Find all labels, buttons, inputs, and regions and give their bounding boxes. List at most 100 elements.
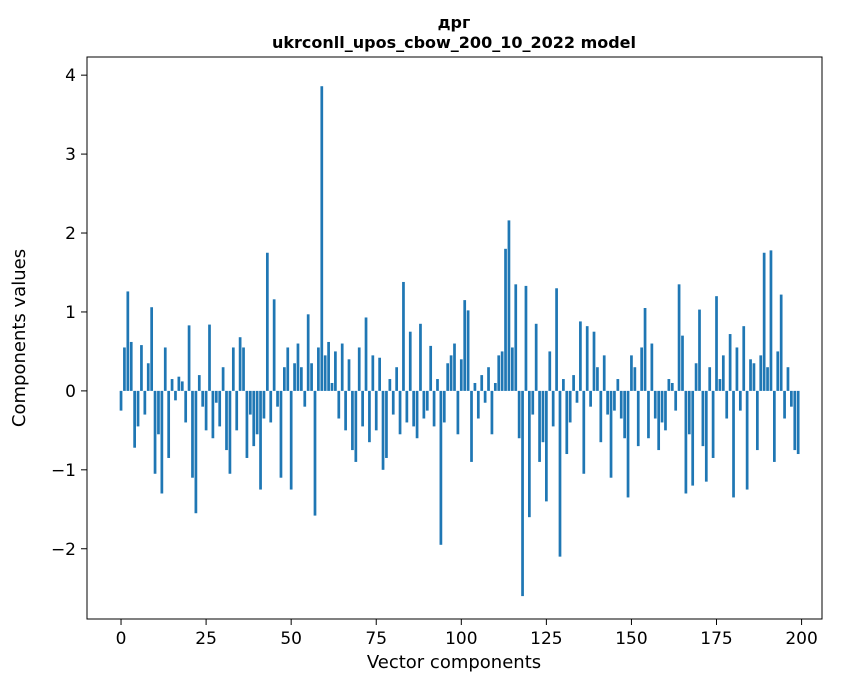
bar	[653, 390, 657, 419]
bar	[517, 390, 521, 439]
bar	[783, 390, 786, 419]
bar	[344, 390, 347, 431]
bar	[265, 252, 269, 391]
bar	[548, 351, 552, 391]
bar	[531, 390, 535, 415]
bar	[497, 355, 501, 391]
bar	[300, 367, 303, 391]
bar	[779, 294, 783, 391]
bar	[419, 323, 422, 391]
bar	[742, 326, 746, 391]
y-tick-label: −1	[51, 461, 76, 481]
bar	[463, 300, 467, 391]
bar	[514, 284, 518, 391]
bar	[180, 381, 184, 391]
bar	[599, 390, 603, 443]
y-tick-label: 0	[65, 382, 76, 402]
bar	[415, 390, 419, 439]
bar	[374, 390, 378, 431]
bar	[157, 390, 160, 435]
bar	[643, 308, 647, 391]
bar	[728, 334, 732, 391]
bar	[153, 390, 157, 474]
bar	[432, 390, 436, 427]
bar	[732, 390, 735, 498]
y-tick-label: 3	[65, 145, 76, 165]
bar	[136, 390, 140, 427]
bar	[657, 390, 661, 451]
bar	[677, 284, 681, 391]
bar	[119, 390, 123, 411]
x-tick-label: 125	[530, 629, 562, 649]
bar	[596, 367, 599, 391]
bar	[272, 299, 276, 391]
bar	[238, 337, 242, 391]
bar	[446, 363, 450, 391]
bar	[143, 390, 147, 415]
bar	[204, 390, 208, 431]
bar	[436, 379, 439, 391]
bar	[796, 390, 800, 455]
bar	[262, 390, 266, 419]
bar	[146, 363, 150, 391]
bar	[289, 390, 293, 490]
bar	[647, 390, 650, 439]
bar	[687, 390, 691, 435]
x-tick-label: 75	[365, 629, 387, 649]
bar	[242, 347, 245, 391]
bar	[412, 390, 416, 427]
bar	[214, 390, 218, 403]
bar	[616, 379, 620, 391]
bar	[718, 379, 722, 391]
bar	[500, 351, 504, 391]
bar	[626, 390, 630, 498]
bar	[670, 382, 674, 391]
bar	[408, 331, 412, 391]
bar	[759, 355, 763, 391]
bar	[735, 347, 739, 391]
bar	[762, 252, 766, 391]
bar	[755, 390, 759, 451]
bar	[773, 390, 776, 462]
bar	[490, 390, 494, 435]
bar	[422, 390, 426, 419]
bar	[636, 390, 640, 447]
bar	[276, 390, 279, 407]
bar	[524, 285, 528, 391]
bar	[510, 347, 514, 391]
bar	[317, 347, 320, 391]
bar	[681, 335, 684, 391]
bar	[609, 390, 613, 478]
ticks-group: 0 25 50 75 100 125 150 175 200 −2 −1 0 1 2 3 4	[51, 66, 818, 649]
bar	[296, 343, 300, 391]
bar	[160, 390, 164, 494]
bar	[378, 357, 381, 391]
bar	[327, 341, 330, 391]
bar	[691, 390, 695, 486]
bar	[425, 390, 429, 411]
bar	[129, 341, 133, 391]
bar	[538, 390, 541, 462]
x-tick-label: 0	[116, 629, 127, 649]
bar	[303, 390, 307, 407]
bar	[449, 355, 453, 391]
bar	[568, 390, 572, 423]
bar	[545, 390, 548, 502]
bar	[555, 288, 558, 391]
bar	[483, 390, 487, 403]
bar	[698, 309, 701, 391]
bar	[320, 86, 324, 391]
bar	[476, 390, 480, 419]
bar	[786, 367, 790, 391]
bar	[487, 367, 490, 391]
bar	[286, 347, 290, 391]
bar	[442, 390, 446, 423]
bar	[395, 367, 399, 391]
bar	[575, 390, 579, 403]
bar	[752, 363, 756, 391]
bar	[429, 345, 433, 391]
bar	[439, 390, 443, 545]
bar	[364, 317, 368, 391]
bar	[218, 390, 222, 427]
x-tick-label: 25	[195, 629, 217, 649]
